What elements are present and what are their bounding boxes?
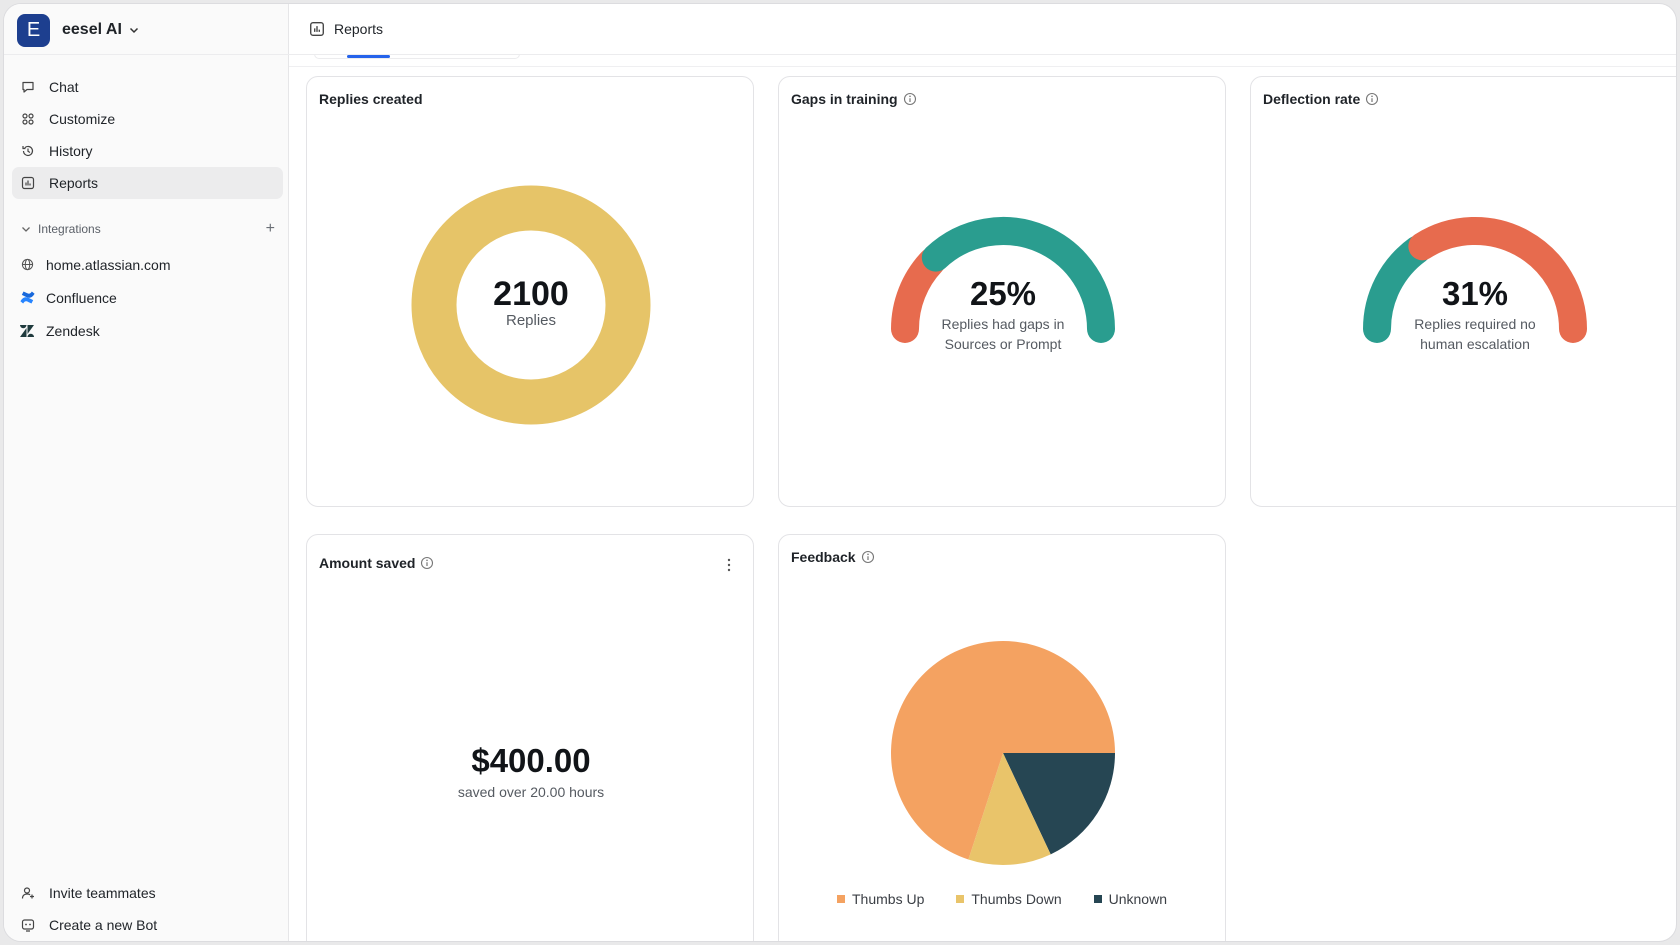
sidebar-divider [4, 54, 289, 55]
replies-value: 2100 [493, 275, 569, 313]
info-icon[interactable] [1365, 92, 1379, 106]
gauge-rest-segment [921, 217, 1115, 343]
deflection-value: 31% [1441, 275, 1509, 312]
sidebar: E eesel AI Chat Customize [4, 4, 289, 941]
legend-label: Thumbs Up [852, 891, 925, 907]
pie-slice-thumbs-down[interactable] [968, 753, 1051, 865]
pie-slice-unknown[interactable] [1003, 753, 1115, 855]
card-title-text: Feedback [791, 549, 856, 565]
legend-item-thumbs-down[interactable]: Thumbs Down [956, 891, 1062, 907]
replies-unit: Replies [505, 312, 557, 329]
gaps-in-training-card: Gaps in training 25% Replies had gaps in… [778, 76, 1226, 507]
chevron-down-icon [129, 27, 138, 34]
legend-swatch [956, 895, 965, 903]
more-options-icon[interactable] [727, 557, 731, 573]
info-icon[interactable] [861, 550, 875, 564]
sidebar-item-reports[interactable]: Reports [12, 167, 283, 199]
reports-icon [20, 175, 36, 191]
legend-label: Thumbs Down [971, 891, 1062, 907]
deflection-caption-line-1: Replies required no [1414, 316, 1536, 332]
gaps-gauge [891, 217, 1115, 343]
sidebar-nav: Chat Customize History Reports [12, 71, 283, 199]
feedback-pie-chart [891, 641, 1115, 865]
gauge-rest-segment [1408, 217, 1587, 343]
app-window: E eesel AI Chat Customize [3, 3, 1677, 942]
feedback-card: Feedback Thumbs Up Thumbs Down Unknown [778, 534, 1226, 941]
bot-icon [20, 917, 36, 933]
gaps-caption-line-1: Replies had gaps in [941, 316, 1065, 332]
deflection-caption-line-2: human escalation [1420, 336, 1530, 352]
integration-label: Confluence [46, 289, 117, 306]
card-title: Replies created [319, 91, 423, 107]
replies-created-card: Replies created 2100 Replies [306, 76, 754, 507]
amount-caption: saved over 20.00 hours [457, 784, 605, 800]
feedback-legend: Thumbs Up Thumbs Down Unknown [779, 891, 1225, 907]
create-bot-label: Create a new Bot [49, 917, 158, 933]
history-icon [20, 143, 36, 159]
content-divider [289, 66, 1676, 67]
integrations-list: home.atlassian.com Confluence Zendesk [18, 248, 278, 347]
legend-swatch [837, 895, 845, 903]
amount-value: $400.00 [471, 742, 591, 779]
info-icon[interactable] [420, 556, 434, 570]
workspace-logo: E [17, 13, 50, 47]
zendesk-icon [18, 322, 36, 340]
card-title-text: Deflection rate [1263, 91, 1361, 107]
sidebar-item-label: History [49, 143, 93, 159]
globe-icon [18, 256, 36, 274]
donut-ring [411, 185, 651, 425]
card-title: Gaps in training [791, 91, 917, 107]
amount-saved-card: Amount saved $400.00 saved over 20.00 ho… [306, 534, 754, 941]
integrations-section-header[interactable]: Integrations + [20, 219, 275, 239]
legend-item-unknown[interactable]: Unknown [1093, 891, 1167, 907]
page-title: Reports [334, 21, 384, 37]
reports-icon [310, 22, 324, 36]
legend-label: Unknown [1108, 891, 1167, 907]
legend-swatch [1093, 895, 1102, 903]
chevron-down-icon [22, 227, 30, 232]
deflection-gauge [1363, 217, 1587, 343]
sidebar-item-label: Reports [49, 175, 99, 191]
active-tab-indicator [347, 55, 390, 58]
page-header: Reports [289, 4, 1676, 55]
sidebar-bottom-nav: Invite teammates Create a new Bot [12, 877, 283, 941]
sidebar-item-chat[interactable]: Chat [12, 71, 283, 103]
integration-item-zendesk[interactable]: Zendesk [18, 314, 278, 347]
invite-teammates-button[interactable]: Invite teammates [12, 877, 283, 909]
pie-slice-thumbs-up[interactable] [891, 641, 1115, 860]
create-bot-button[interactable]: Create a new Bot [12, 909, 283, 941]
workspace-switcher[interactable]: E eesel AI [17, 13, 140, 47]
integration-label: home.atlassian.com [46, 256, 171, 273]
integration-item-confluence[interactable]: Confluence [18, 281, 278, 314]
confluence-icon [18, 289, 36, 307]
integration-label: Zendesk [46, 322, 100, 339]
deflection-rate-card: Deflection rate 31% Replies required no … [1250, 76, 1676, 507]
customize-grid-icon [20, 111, 36, 127]
add-integration-icon[interactable]: + [265, 220, 275, 237]
workspace-name: eesel AI [62, 21, 122, 38]
sidebar-item-label: Chat [49, 79, 79, 95]
sidebar-item-history[interactable]: History [12, 135, 283, 167]
gaps-value: 25% [969, 275, 1037, 312]
legend-item-thumbs-up[interactable]: Thumbs Up [837, 891, 924, 907]
card-title-text: Gaps in training [791, 91, 898, 107]
card-title: Deflection rate [1263, 91, 1379, 107]
replies-donut [411, 185, 651, 425]
invite-teammates-label: Invite teammates [49, 885, 156, 901]
invite-user-icon [20, 885, 36, 901]
report-tabs[interactable] [314, 54, 520, 59]
integration-item-atlassian[interactable]: home.atlassian.com [18, 248, 278, 281]
gauge-fill-segment [1363, 235, 1432, 343]
gaps-caption-line-2: Sources or Prompt [944, 336, 1062, 352]
card-title-text: Amount saved [319, 555, 416, 571]
info-icon[interactable] [903, 92, 917, 106]
sidebar-item-label: Customize [49, 111, 116, 127]
card-title: Amount saved [319, 555, 434, 571]
chat-bubble-icon [20, 79, 36, 95]
card-title: Feedback [791, 549, 875, 565]
integrations-label: Integrations [38, 222, 101, 236]
sidebar-item-customize[interactable]: Customize [12, 103, 283, 135]
